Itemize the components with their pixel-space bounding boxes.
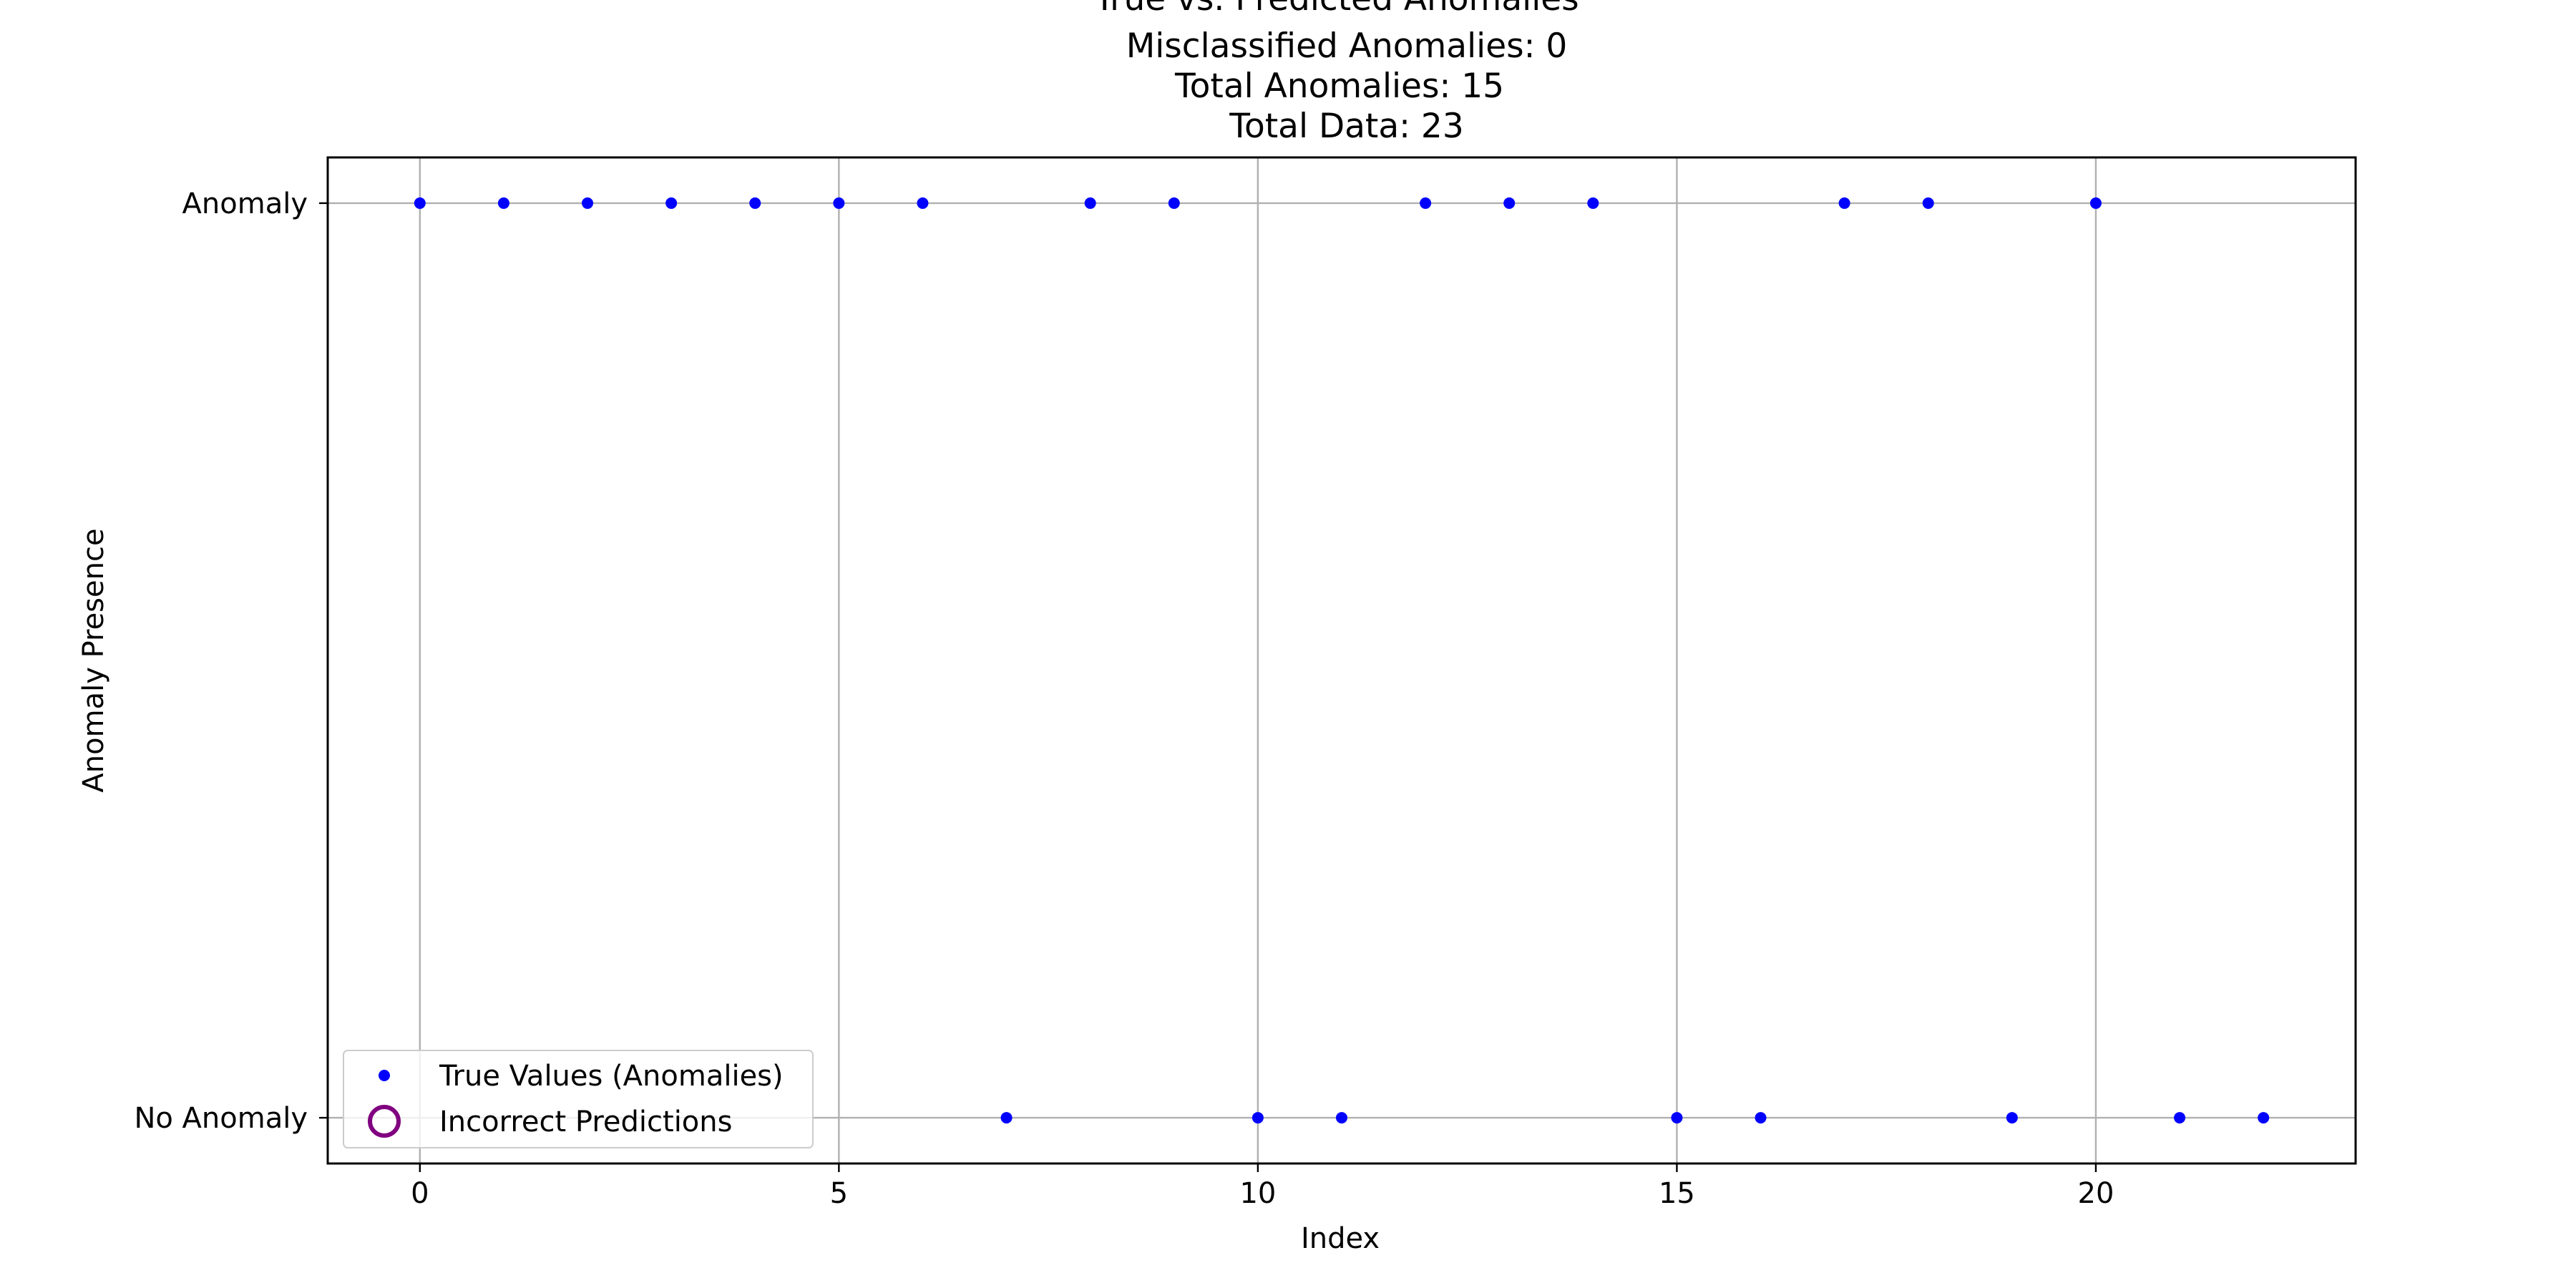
- true-value-point: [1838, 197, 1850, 209]
- true-value-point: [414, 197, 426, 209]
- title-line-2: Misclassified Anomalies: 0: [1126, 26, 1568, 66]
- legend: True Values (Anomalies) Incorrect Predic…: [343, 1050, 814, 1148]
- true-value-point: [665, 197, 678, 209]
- true-value-point: [582, 197, 594, 209]
- title-line-4: Total Data: 23: [1229, 107, 1464, 146]
- true-value-point: [1420, 197, 1432, 209]
- true-value-point: [1084, 197, 1096, 209]
- true-value-point: [1755, 1112, 1767, 1124]
- x-tick-label: 0: [411, 1177, 429, 1210]
- legend-box: [343, 1050, 814, 1148]
- y-axis-label: Anomaly Presence: [77, 528, 110, 792]
- plot-frame: [326, 156, 2357, 1165]
- y-tick-label: No Anomaly: [134, 1102, 308, 1135]
- true-value-point: [1252, 1112, 1264, 1124]
- chart-title: True vs. Predicted Anomalies Misclassifi…: [1093, 0, 1579, 146]
- true-value-point: [1922, 197, 1934, 209]
- x-axis-label: Index: [1301, 1222, 1380, 1255]
- true-value-point: [1587, 197, 1599, 209]
- true-value-point: [749, 197, 761, 209]
- true-value-point: [1503, 197, 1516, 209]
- true-value-point: [1168, 197, 1180, 209]
- true-value-point: [497, 197, 509, 209]
- true-value-point: [917, 197, 929, 209]
- x-tick-label: 20: [2078, 1177, 2114, 1210]
- title-line-3: Total Anomalies: 15: [1174, 67, 1504, 106]
- y-tick-label: Anomaly: [182, 187, 308, 220]
- true-value-point: [1000, 1112, 1013, 1124]
- data-points: [414, 197, 2270, 1124]
- true-value-point: [2006, 1112, 2018, 1124]
- true-value-point: [1671, 1112, 1683, 1124]
- x-tick-label: 10: [1239, 1177, 1276, 1210]
- legend-marker-incorrect: [368, 1105, 401, 1138]
- true-value-point: [833, 197, 845, 209]
- legend-marker-true-values: [379, 1070, 390, 1081]
- x-tick-label: 5: [830, 1177, 848, 1210]
- axis-ticks: 0 5 10 15 20 No Anomaly Anomaly: [134, 187, 2114, 1210]
- true-value-point: [2258, 1112, 2270, 1124]
- true-value-point: [2089, 197, 2102, 209]
- legend-label-true-values: True Values (Anomalies): [439, 1060, 784, 1093]
- true-value-point: [1336, 1112, 1347, 1124]
- title-line-1: True vs. Predicted Anomalies: [1093, 0, 1579, 19]
- legend-label-incorrect: Incorrect Predictions: [439, 1106, 732, 1138]
- true-value-point: [2174, 1112, 2186, 1124]
- x-tick-label: 15: [1659, 1177, 1695, 1210]
